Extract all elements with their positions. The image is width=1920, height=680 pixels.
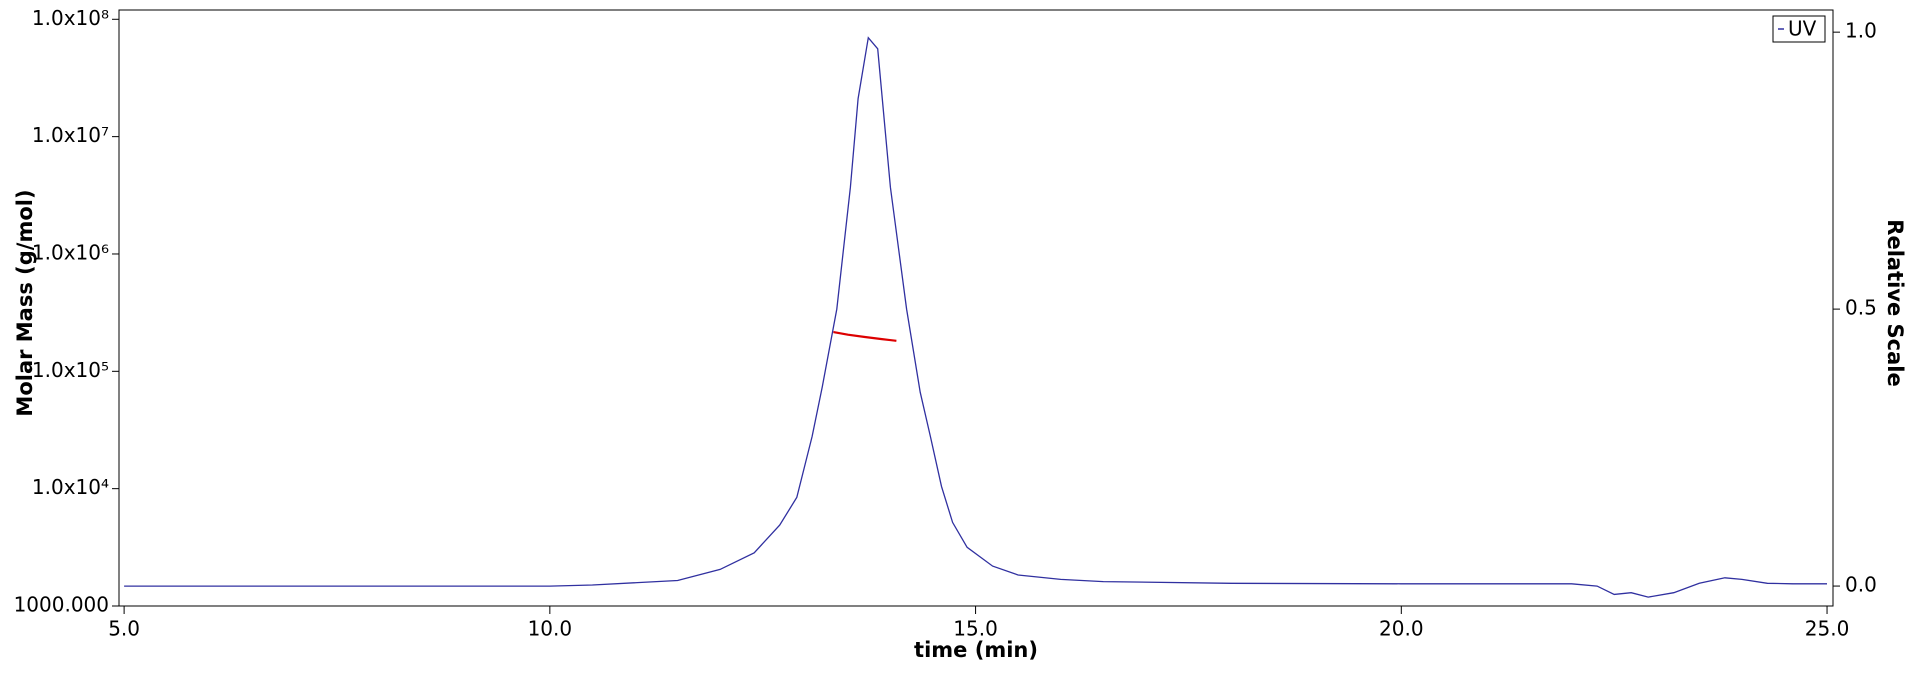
y-tick-label: 1000.000 xyxy=(14,593,109,617)
y-tick-label: 1.0x10⁷ xyxy=(32,123,109,147)
series-line xyxy=(833,331,897,342)
x-axis-title: time (min) xyxy=(914,638,1038,662)
x-tick-label: 5.0 xyxy=(108,617,140,641)
y2-tick-label: 0.5 xyxy=(1845,296,1877,320)
x-tick-label: 15.0 xyxy=(953,617,998,641)
plot-frame xyxy=(118,9,1834,607)
x-tick-label: 25.0 xyxy=(1805,617,1850,641)
y2-tick-label: 1.0 xyxy=(1845,19,1877,43)
y-tick-label: 1.0x10⁴ xyxy=(32,475,109,499)
x-tick-label: 20.0 xyxy=(1379,617,1424,641)
y-axis-title: Molar Mass (g/mol) xyxy=(13,189,37,416)
y2-axis-title: Relative Scale xyxy=(1883,219,1907,386)
x-tick-label: 10.0 xyxy=(528,617,573,641)
y2-tick-label: 0.0 xyxy=(1845,573,1877,597)
y-tick-label: 1.0x10⁵ xyxy=(32,358,109,382)
legend-label: UV xyxy=(1788,17,1817,41)
y-tick-label: 1.0x10⁸ xyxy=(32,6,109,30)
y-tick-label: 1.0x10⁶ xyxy=(32,240,109,264)
series-line xyxy=(124,36,1827,598)
